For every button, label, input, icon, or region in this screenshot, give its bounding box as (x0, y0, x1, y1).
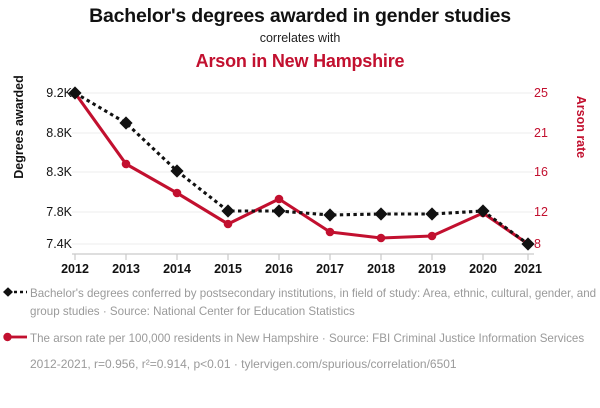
x-tick-2018: 2018 (367, 262, 395, 276)
left-tick-3: 7.8K (46, 205, 72, 219)
chart-canvas (68, 86, 535, 260)
page-subtitle: Arson in New Hampshire (195, 51, 405, 71)
legend-item-arson: The arson rate per 100,000 residents in … (0, 329, 600, 347)
left-axis-ticks: 9.2K 8.8K 8.3K 7.8K 7.4K (16, 0, 72, 300)
citation-line: 2012-2021, r=0.956, r²=0.914, p<0.01 · t… (30, 357, 457, 371)
x-tick-2019: 2019 (418, 262, 446, 276)
x-tick-2012: 2012 (61, 262, 89, 276)
x-axis-line (72, 253, 534, 260)
right-tick-3: 12 (534, 205, 548, 219)
x-tick-2014: 2014 (163, 262, 191, 276)
x-tick-2016: 2016 (265, 262, 293, 276)
series-line-arson (73, 91, 530, 246)
right-axis-ticks: 25 21 16 12 8 (534, 0, 580, 300)
x-tick-2021: 2021 (514, 262, 542, 276)
x-tick-2013: 2013 (112, 262, 140, 276)
right-tick-0: 25 (534, 86, 548, 100)
left-tick-1: 8.8K (46, 126, 72, 140)
right-tick-1: 21 (534, 126, 548, 140)
chart-footer: Bachelor's degrees conferred by postseco… (0, 284, 600, 372)
series-markers-arson (70, 88, 533, 249)
series-markers-degrees (68, 86, 535, 251)
plot-area: Degrees awarded Arson rate 9.2K 8.8K 8.3… (12, 0, 588, 300)
title-connector: correlates with (259, 31, 341, 45)
circle-solid-line-marker-icon (2, 331, 28, 343)
diamond-dotted-line-marker-icon (2, 286, 28, 298)
legend-label-degrees: Bachelor's degrees conferred by postseco… (30, 287, 597, 318)
left-tick-0: 9.2K (46, 86, 72, 100)
left-tick-4: 7.4K (46, 237, 72, 251)
right-tick-4: 8 (534, 237, 541, 251)
title-block: Bachelor's degrees awarded in gender stu… (0, 4, 600, 73)
x-tick-2020: 2020 (469, 262, 497, 276)
left-tick-2: 8.3K (46, 165, 72, 179)
series-line-degrees (74, 91, 529, 246)
x-tick-2015: 2015 (214, 262, 242, 276)
legend-item-degrees: Bachelor's degrees conferred by postseco… (0, 284, 600, 320)
right-tick-2: 16 (534, 165, 548, 179)
legend-label-arson: The arson rate per 100,000 residents in … (30, 332, 585, 345)
x-tick-2017: 2017 (316, 262, 344, 276)
page-title: Bachelor's degrees awarded in gender stu… (89, 5, 511, 27)
